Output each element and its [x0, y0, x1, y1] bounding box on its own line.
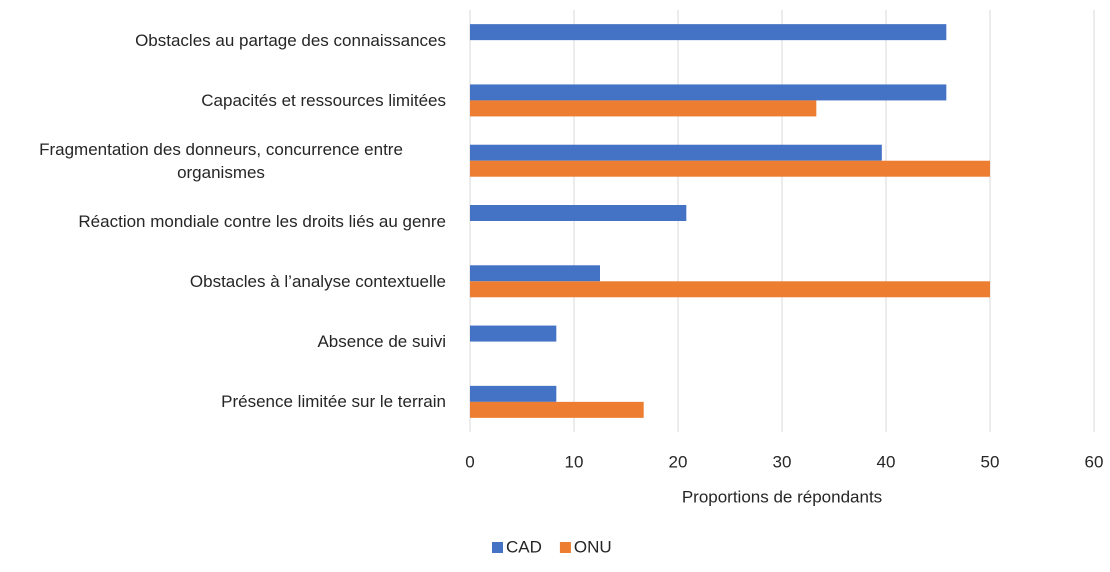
category-label: Capacités et ressources limitées [0, 89, 446, 112]
category-text: Obstacles au partage des connaissances [135, 30, 446, 50]
category-label: Obstacles au partage des connaissances [0, 29, 446, 52]
bar [470, 84, 947, 101]
x-tick-label: 50 [981, 452, 1000, 471]
category-text: Réaction mondiale contre les droits liés… [78, 211, 446, 231]
category-label: Réaction mondiale contre les droits liés… [0, 210, 446, 233]
x-tick-label: 0 [465, 452, 474, 471]
legend-label: ONU [574, 537, 612, 556]
bar [470, 385, 557, 402]
x-tick-label: 30 [773, 452, 792, 471]
bar [470, 24, 947, 41]
x-axis-title: Proportions de répondants [682, 487, 882, 506]
category-label: Présence limitée sur le terrain [0, 390, 446, 413]
category-label: Absence de suivi [0, 330, 446, 353]
bar [470, 144, 882, 161]
bar [470, 205, 687, 221]
bar [470, 401, 644, 418]
category-label: Fragmentation des donneurs, concurrence … [0, 138, 446, 184]
bar [470, 325, 557, 342]
legend-swatch [559, 542, 571, 553]
x-tick-label: 40 [877, 452, 896, 471]
bar [470, 265, 600, 282]
x-tick-label: 60 [1085, 452, 1104, 471]
category-text: Capacités et ressources limitées [201, 90, 446, 110]
bar [470, 281, 990, 298]
category-text: Fragmentation des donneurs, concurrence … [39, 139, 403, 182]
category-text: Présence limitée sur le terrain [221, 392, 446, 412]
legend-swatch [492, 542, 503, 553]
category-text: Obstacles à l’analyse contextuelle [189, 271, 446, 291]
x-tick-label: 20 [669, 452, 688, 471]
category-text: Absence de suivi [317, 332, 446, 352]
bar [470, 160, 990, 177]
category-label: Obstacles à l’analyse contextuelle [0, 270, 446, 293]
legend-label: CAD [506, 537, 542, 556]
x-tick-label: 10 [565, 452, 584, 471]
bar [470, 100, 817, 117]
